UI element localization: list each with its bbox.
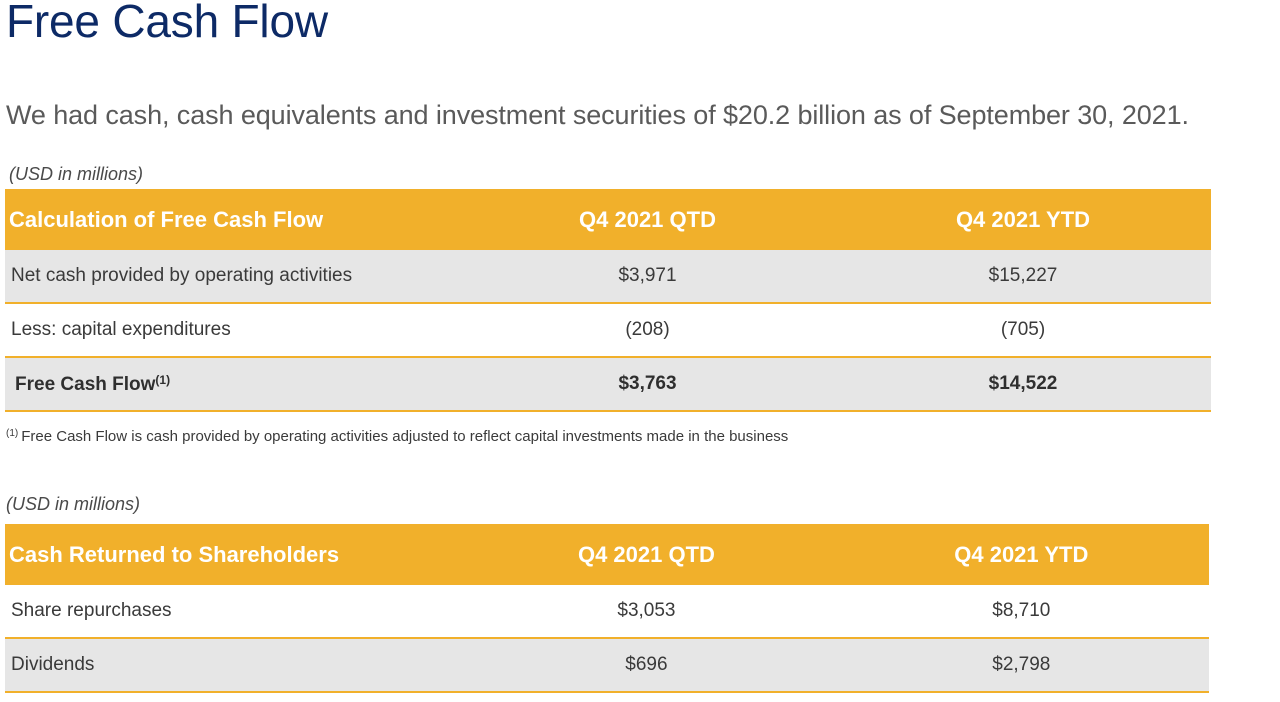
row-qtd-value: (208) xyxy=(625,319,670,340)
header-ytd: Q4 2021 YTD xyxy=(955,206,1091,232)
footnote-text: Free Cash Flow is cash provided by opera… xyxy=(21,428,789,445)
row-ytd-value: (705) xyxy=(1000,319,1046,340)
row-ytd-value: $15,227 xyxy=(988,265,1058,286)
header-ytd: Q4 2021 YTD xyxy=(954,541,1089,567)
row-qtd-value: $3,053 xyxy=(617,600,676,621)
row-qtd-value: $3,763 xyxy=(618,373,677,394)
table-row: Less: capital expenditures (208) (705) xyxy=(5,304,1211,358)
header-calculation: Calculation of Free Cash Flow xyxy=(9,206,324,232)
header-qtd: Q4 2021 QTD xyxy=(577,541,715,567)
row-ytd-value: $8,710 xyxy=(992,600,1051,621)
page-subtitle: We had cash, cash equivalents and invest… xyxy=(6,100,1189,130)
row-label: Free Cash Flow(1) xyxy=(5,373,460,396)
header-cash-returned: Cash Returned to Shareholders xyxy=(9,541,340,567)
footnote-marker: (1) xyxy=(155,372,171,387)
table-row-total: Free Cash Flow(1) $3,763 $14,522 xyxy=(5,358,1211,412)
row-ytd-value: $2,798 xyxy=(992,654,1051,675)
row-qtd-value: $3,971 xyxy=(618,265,677,286)
table-header-row: Calculation of Free Cash Flow Q4 2021 QT… xyxy=(5,189,1211,250)
table-row: Share repurchases $3,053 $8,710 xyxy=(5,585,1209,639)
table-row: Net cash provided by operating activitie… xyxy=(5,250,1211,304)
header-qtd: Q4 2021 QTD xyxy=(579,206,716,232)
table-header-row: Cash Returned to Shareholders Q4 2021 QT… xyxy=(5,524,1209,585)
footnote: (1) Free Cash Flow is cash provided by op… xyxy=(6,428,788,445)
footnote-marker: (1) xyxy=(6,428,19,439)
page-title: Free Cash Flow xyxy=(6,0,328,47)
row-ytd-value: $14,522 xyxy=(988,373,1058,394)
row-label: Share repurchases xyxy=(11,600,172,621)
units-label-fcf: (USD in millions) xyxy=(9,164,144,184)
row-label: Net cash provided by operating activitie… xyxy=(11,265,353,286)
row-label: Dividends xyxy=(11,654,95,675)
units-label-returns: (USD in millions) xyxy=(6,494,141,514)
table-row: Dividends $696 $2,798 xyxy=(5,639,1209,693)
cash-returned-table: Cash Returned to Shareholders Q4 2021 QT… xyxy=(5,524,1209,693)
row-qtd-value: $696 xyxy=(625,654,668,675)
free-cash-flow-table: Calculation of Free Cash Flow Q4 2021 QT… xyxy=(5,189,1211,412)
row-label: Less: capital expenditures xyxy=(11,319,231,340)
total-label: Free Cash Flow xyxy=(15,373,156,395)
